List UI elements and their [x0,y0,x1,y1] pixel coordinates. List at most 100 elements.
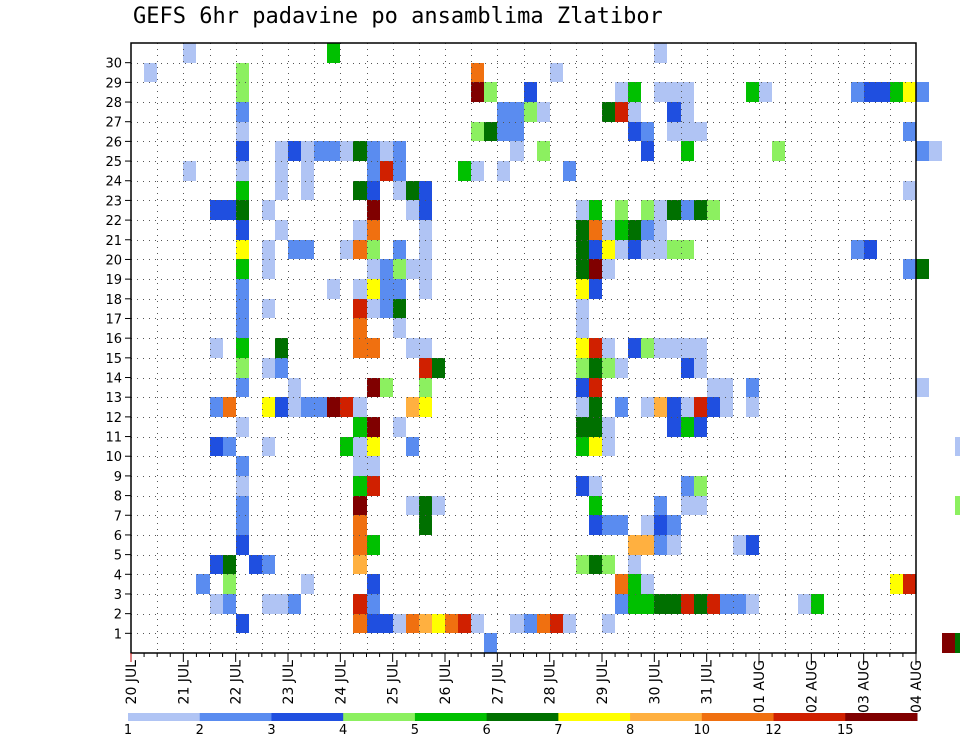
heatmap-cell [210,338,223,358]
colorbar-segment [414,713,488,721]
heatmap-cell [262,555,275,574]
heatmap-cell [681,338,694,358]
heatmap-cell [667,338,681,358]
heatmap-cell [419,279,432,299]
heatmap-cell [393,259,406,279]
x-tick-label: 22 JUL [229,660,245,705]
x-tick-label: 20 JUL [124,660,140,705]
heatmap-cell [589,496,602,515]
heatmap-cell [393,181,406,200]
heatmap-cell [641,240,654,259]
heatmap-cell [589,358,602,378]
heatmap-cell [406,397,419,417]
heatmap-cell [681,496,694,515]
heatmap-cell [615,240,628,259]
heatmap-cell [615,515,628,535]
heatmap-cell [864,240,877,259]
heatmap-cell [576,279,589,299]
heatmap-cell [367,220,380,240]
heatmap-cell [667,594,681,614]
heatmap-cell [210,397,223,417]
heatmap-cell [510,141,524,161]
y-tick-label: 1 [114,627,122,642]
y-tick-label: 6 [114,529,122,544]
heatmap-cell [550,614,563,633]
heatmap-cell [694,200,707,220]
heatmap-cell [353,279,367,299]
heatmap-cell [223,574,236,594]
heatmap-cell [615,397,628,417]
heatmap-cell [406,437,419,456]
y-tick-label: 17 [105,312,122,327]
y-tick-label: 14 [105,372,122,387]
heatmap-cell [589,515,602,535]
grid-lines [131,43,916,653]
heatmap-cell [641,397,654,417]
heatmap-cell [210,437,223,456]
heatmap-cell [236,240,249,259]
heatmap-cell [576,338,589,358]
heatmap-cell [314,141,327,161]
heatmap-cell [903,122,916,141]
heatmap-cell [694,358,707,378]
heatmap-cell [367,279,380,299]
heatmap-cell [667,82,681,102]
heatmap-cell [353,555,367,574]
colorbar-label: 8 [626,723,634,738]
heatmap-cell [419,181,432,200]
heatmap-cell [353,476,367,496]
heatmap-cell [798,594,811,614]
heatmap-cell [537,614,550,633]
heatmap-cell [628,555,641,574]
heatmap-cell [654,200,667,220]
heatmap-cell [236,161,249,181]
heatmap-cell [236,456,249,476]
y-tick-label: 9 [114,470,122,485]
heatmap-cell [393,318,406,338]
heatmap-cell [746,378,759,397]
heatmap-cell [903,181,916,200]
heatmap-cell [681,122,694,141]
heatmap-cell [654,220,667,240]
y-tick-label: 30 [105,57,122,72]
heatmap-cell [851,82,864,102]
heatmap-cell [811,594,824,614]
heatmap-cell [301,141,314,161]
colorbar-segment [630,713,703,721]
heatmap-cell [406,338,419,358]
heatmap-cell [589,220,602,240]
heatmap-cell [484,82,497,102]
heatmap-cell [406,200,419,220]
heatmap-cell [262,200,275,220]
heatmap-cell [628,338,641,358]
heatmap-cell [236,200,249,220]
x-tick-label: 04 AUG [909,660,925,713]
heatmap-cell [210,555,223,574]
heatmap-cell [301,574,314,594]
colorbar-segment [558,713,631,721]
y-tick-label: 8 [114,490,122,505]
heatmap-cell [419,358,432,378]
heatmap-cell [654,82,667,102]
heatmap-cell [707,378,720,397]
heatmap-cell [367,456,380,476]
x-tick-label: 24 JUL [333,660,349,705]
heatmap-cell [223,397,236,417]
y-tick-label: 3 [114,588,122,603]
heatmap-cell [759,82,772,102]
x-tick-label: 23 JUL [281,660,297,705]
heatmap-cell [641,200,654,220]
heatmap-cell [550,63,563,82]
colorbar-label: 10 [694,723,711,738]
heatmap-cell [393,417,406,437]
heatmap-cell [393,299,406,318]
heatmap-cell [510,102,524,122]
heatmap-cell [667,240,681,259]
heatmap-cell [589,259,602,279]
heatmap-cell [458,161,471,181]
heatmap-cell [602,614,615,633]
heatmap-cell [262,397,275,417]
y-tick-label: 26 [105,135,122,150]
heatmap-cell [340,141,353,161]
heatmap-cell [236,358,249,378]
